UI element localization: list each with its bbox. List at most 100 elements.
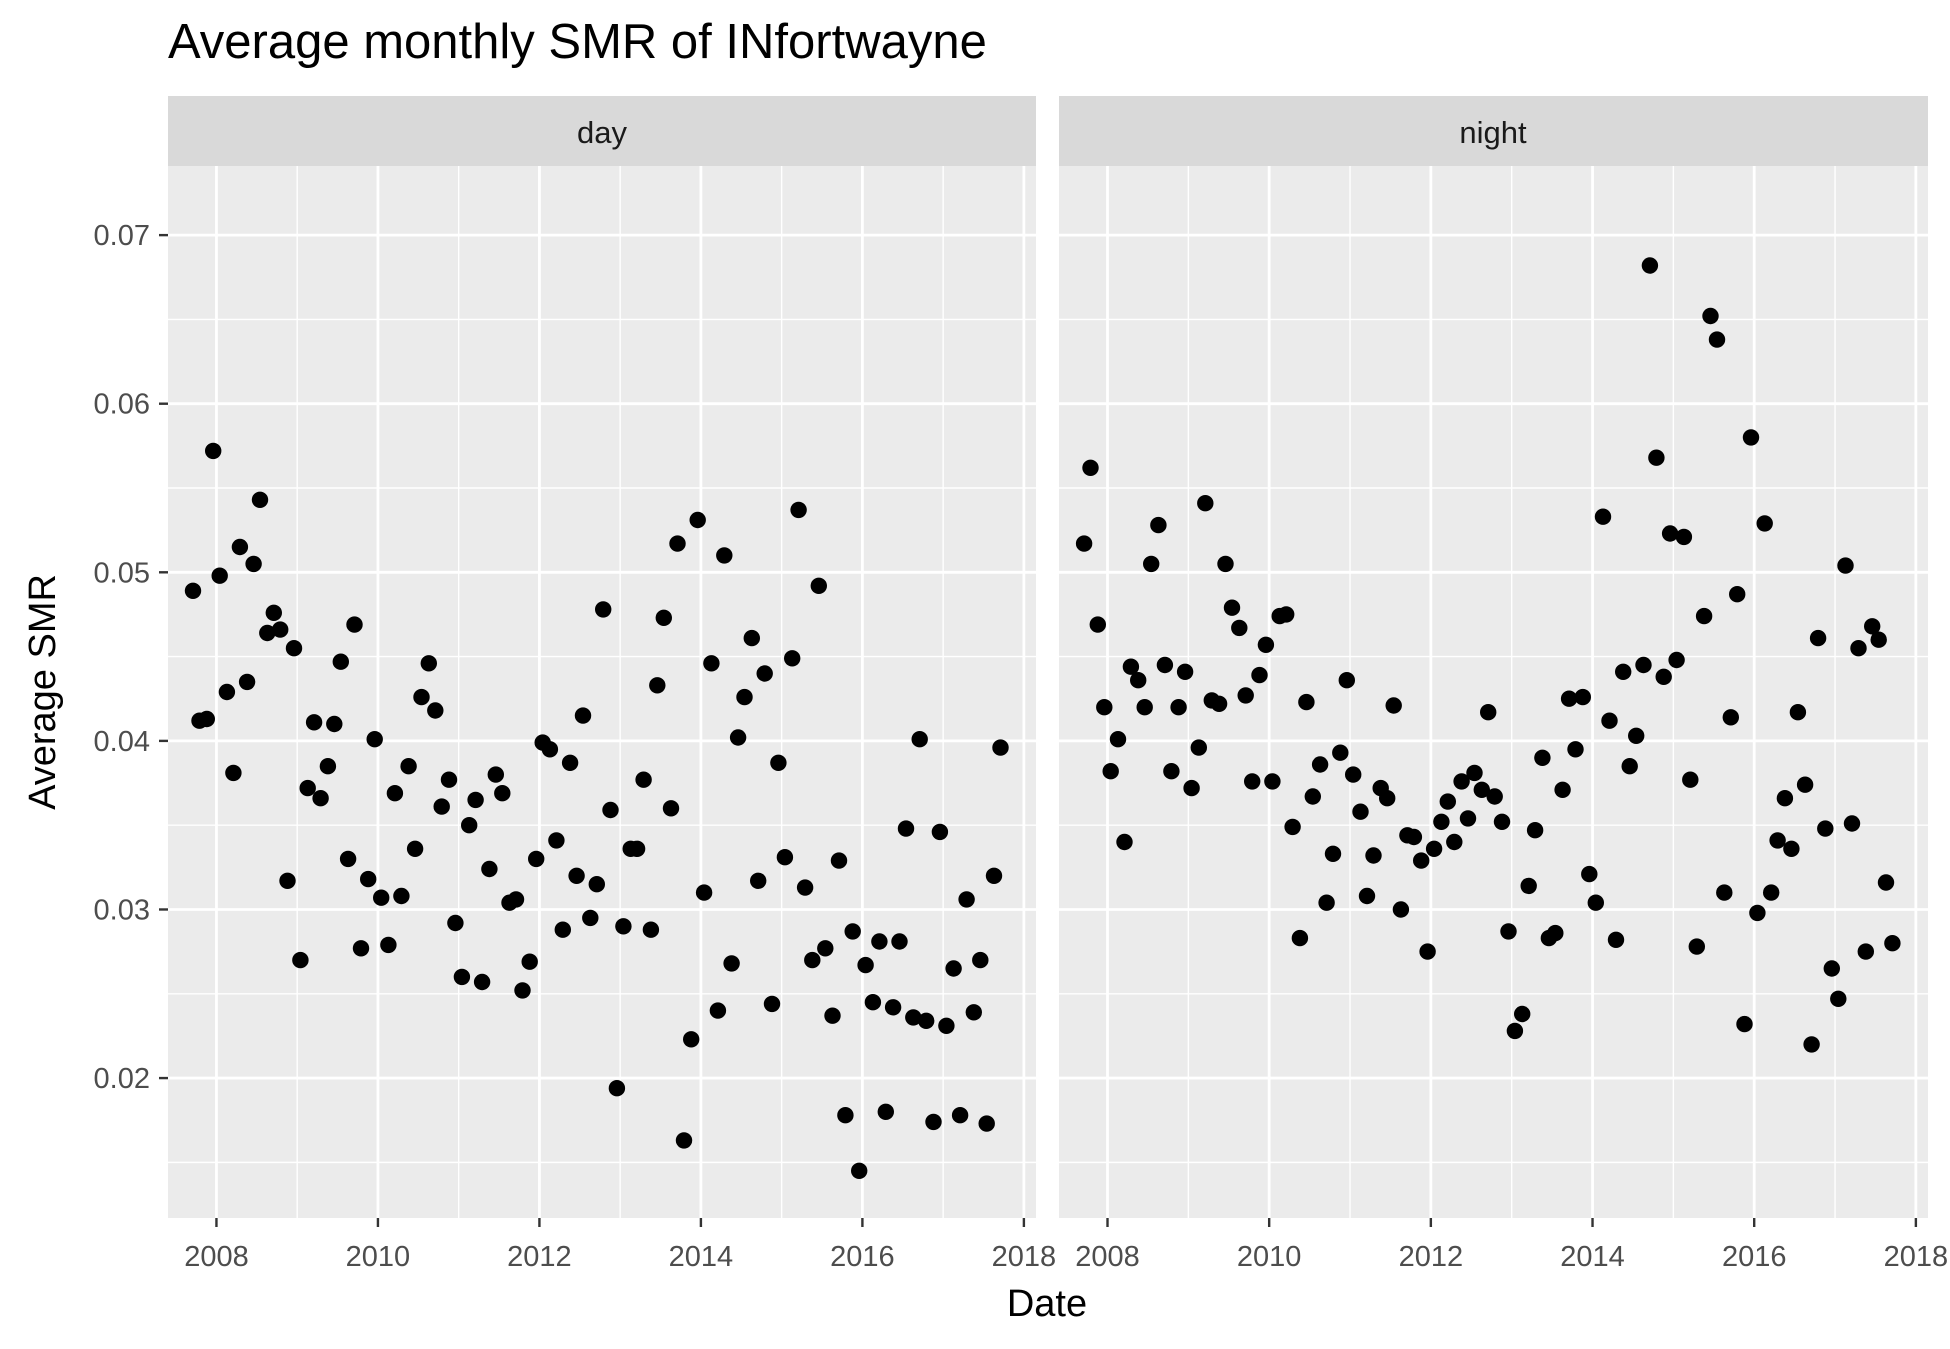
data-point: [1648, 449, 1665, 466]
x-axis: 2008 2010 2012 2014 2016 2018 2008 2010 2012 2014…: [184, 1218, 1948, 1273]
strip-night: [1059, 96, 1928, 166]
data-point: [1796, 776, 1814, 793]
data-point: [958, 891, 975, 908]
data-point: [736, 688, 753, 706]
data-point: [635, 771, 652, 788]
data-point: [1223, 599, 1241, 616]
data-point: [864, 994, 882, 1011]
data-point: [1628, 727, 1645, 744]
data-point: [1736, 1015, 1753, 1033]
data-point: [1473, 781, 1491, 798]
data-point: [360, 870, 377, 888]
data-point: [1803, 1036, 1820, 1053]
data-point: [1345, 766, 1362, 783]
data-point: [245, 555, 262, 573]
data-point: [1870, 631, 1887, 648]
data-point: [951, 1107, 969, 1124]
data-point: [1823, 960, 1841, 977]
data-point: [561, 754, 579, 771]
data-point: [1453, 773, 1470, 790]
data-point: [198, 710, 215, 728]
data-point: [1742, 429, 1760, 446]
data-point: [346, 616, 363, 633]
data-point: [1729, 586, 1746, 603]
data-point: [1352, 803, 1369, 820]
data-point: [1433, 813, 1450, 830]
data-point: [683, 1031, 700, 1048]
data-point: [1661, 525, 1679, 542]
x-tick-label: 2016: [1722, 1241, 1787, 1273]
data-point: [1601, 712, 1618, 729]
x-tick-label: 2008: [184, 1241, 249, 1273]
data-point: [265, 604, 282, 621]
data-point: [1298, 693, 1315, 711]
data-point: [211, 567, 228, 584]
data-point: [1284, 818, 1301, 836]
strip-label-night: night: [1459, 115, 1527, 150]
data-point: [494, 785, 511, 802]
x-tick-label: 2010: [346, 1241, 411, 1273]
data-point: [945, 960, 962, 977]
data-point: [373, 889, 390, 906]
data-point: [1534, 749, 1551, 766]
data-point: [1817, 820, 1834, 837]
data-point: [608, 1080, 626, 1097]
data-point: [1143, 555, 1160, 573]
data-point: [1574, 688, 1592, 706]
facet-panel-night: night: [1059, 96, 1928, 1218]
data-point: [285, 640, 303, 657]
data-point: [804, 951, 821, 969]
data-point: [1769, 832, 1786, 849]
data-point: [1170, 699, 1187, 716]
data-point: [1089, 616, 1107, 633]
gridlines-night: [1059, 166, 1928, 1218]
data-point: [352, 940, 370, 957]
data-point: [366, 731, 383, 748]
data-point: [1682, 771, 1699, 788]
data-point: [1217, 555, 1234, 573]
data-point: [319, 758, 337, 775]
data-point: [1425, 840, 1443, 857]
data-point: [1506, 1022, 1524, 1040]
data-point: [339, 850, 357, 868]
data-point: [1459, 810, 1477, 827]
data-point: [1190, 739, 1208, 756]
data-point: [1526, 822, 1544, 839]
data-point: [642, 921, 660, 938]
data-point: [931, 823, 949, 841]
data-point: [1486, 788, 1503, 805]
data-point: [218, 683, 236, 701]
data-point: [723, 955, 740, 972]
data-point: [427, 702, 444, 719]
data-point: [756, 665, 773, 682]
data-point: [1587, 894, 1605, 911]
data-point: [400, 758, 417, 775]
data-point: [1722, 709, 1740, 726]
data-point: [1809, 629, 1827, 647]
y-tick-label: 0.05: [94, 557, 150, 589]
data-point: [1480, 704, 1497, 721]
data-point: [675, 1132, 693, 1149]
data-point: [1635, 656, 1652, 674]
data-point: [784, 650, 801, 667]
data-point: [669, 535, 686, 552]
data-point: [420, 655, 437, 672]
data-point: [877, 1103, 894, 1121]
data-point: [1675, 528, 1693, 546]
data-point: [1708, 331, 1726, 348]
data-point: [1830, 990, 1847, 1007]
data-point: [1843, 815, 1861, 832]
data-point: [1291, 929, 1309, 947]
data-point: [655, 609, 672, 626]
data-point: [440, 771, 458, 788]
points-night: [1075, 257, 1901, 1053]
data-point: [1581, 865, 1598, 883]
data-point: [830, 852, 848, 869]
data-point: [1702, 307, 1719, 325]
data-point: [447, 914, 464, 932]
data-point: [393, 887, 410, 905]
data-point: [380, 936, 397, 954]
data-point: [905, 1009, 922, 1026]
data-point: [205, 442, 222, 460]
gridlines-day: [168, 166, 1036, 1218]
